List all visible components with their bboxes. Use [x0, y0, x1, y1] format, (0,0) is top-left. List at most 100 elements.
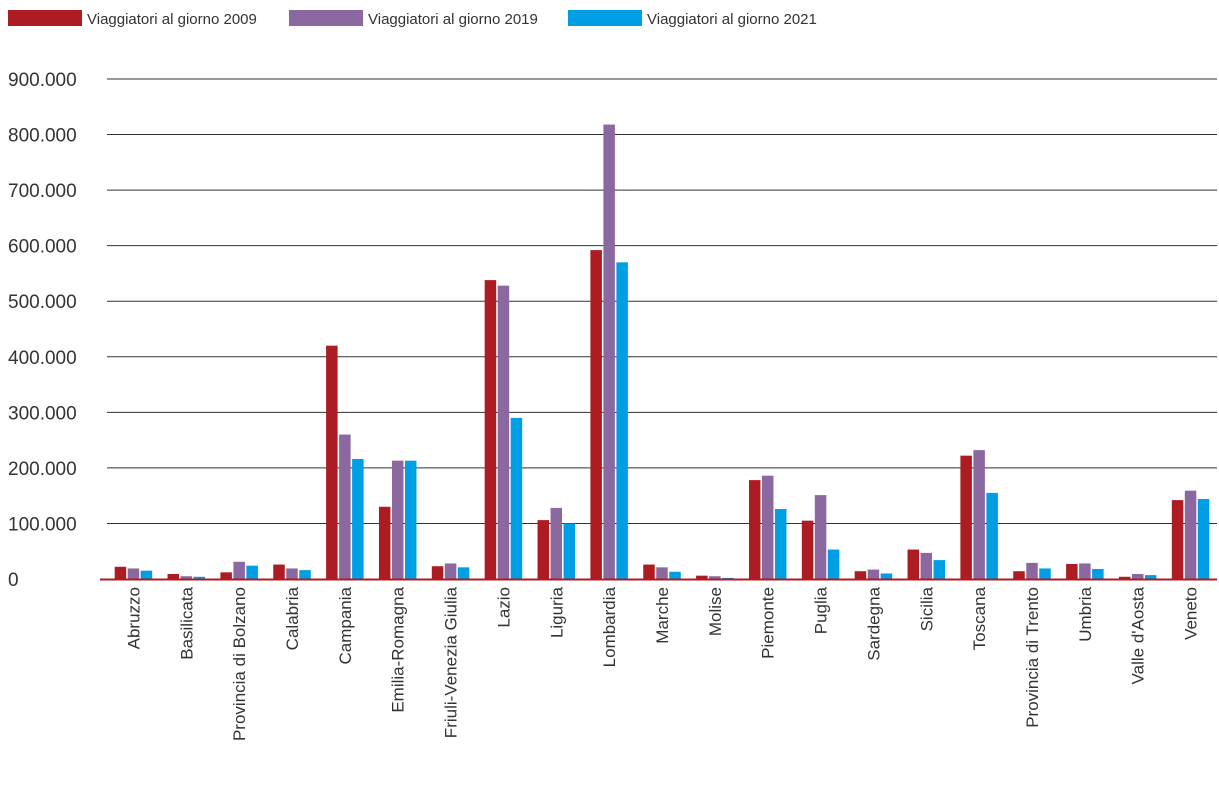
bar-provincia-di-bolzano-3 [246, 566, 258, 579]
x-tick-label: Molise [706, 587, 725, 636]
bar-lombardia-1 [590, 250, 602, 579]
bar-friuli-venezia-giulia-3 [458, 567, 470, 579]
bar-marche-3 [669, 572, 681, 579]
bar-provincia-di-bolzano-1 [220, 572, 232, 579]
y-axis-tick-labels: 0 100.000 200.000 300.000 400.000 500.000 600.… [8, 70, 77, 591]
bar-emilia-romagna-1 [379, 507, 391, 579]
bar-liguria-3 [564, 523, 576, 579]
bar-piemonte-1 [749, 480, 761, 579]
bar-toscana-2 [973, 450, 985, 579]
x-tick-label: Provincia di Trento [1023, 587, 1042, 728]
x-tick-label: Toscana [970, 586, 989, 650]
x-tick-label: Puglia [812, 586, 831, 634]
x-tick-label: Provincia di Bolzano [230, 587, 249, 741]
bar-puglia-2 [815, 495, 827, 579]
x-tick-label: Emilia-Romagna [389, 586, 408, 712]
x-tick-label: Abruzzo [124, 587, 143, 649]
bar-valle-d-aosta-3 [1145, 575, 1157, 579]
x-tick-label: Marche [653, 587, 672, 644]
bar-lombardia-2 [603, 125, 615, 579]
y-tick-label: 300.000 [8, 403, 77, 424]
bars [115, 125, 1210, 579]
bar-sardegna-3 [881, 573, 893, 579]
bar-lombardia-3 [616, 262, 628, 579]
bar-veneto-3 [1198, 499, 1210, 579]
bar-provincia-di-trento-3 [1039, 568, 1051, 579]
y-tick-label: 700.000 [8, 181, 77, 202]
bar-piemonte-3 [775, 509, 787, 579]
x-tick-label: Piemonte [759, 587, 778, 659]
y-tick-label: 600.000 [8, 237, 77, 258]
x-tick-label: Sardegna [864, 586, 883, 660]
bar-lazio-2 [498, 286, 510, 579]
bar-piemonte-2 [762, 476, 774, 579]
bar-umbria-2 [1079, 563, 1091, 579]
x-tick-label: Friuli-Venezia Giulia [442, 586, 461, 738]
bar-sicilia-1 [908, 550, 920, 579]
bar-veneto-1 [1172, 500, 1184, 579]
x-tick-label: Calabria [283, 586, 302, 650]
y-tick-label: 500.000 [8, 292, 77, 313]
x-tick-label: Veneto [1182, 587, 1201, 640]
bar-veneto-2 [1185, 491, 1197, 579]
bar-sicilia-3 [934, 560, 946, 579]
bar-emilia-romagna-2 [392, 461, 404, 579]
x-tick-label: Valle d'Aosta [1129, 586, 1148, 684]
bar-lazio-1 [485, 280, 497, 579]
bar-liguria-2 [551, 508, 563, 579]
gridlines [107, 79, 1217, 523]
y-tick-label: 0 [8, 570, 19, 591]
bar-umbria-1 [1066, 564, 1078, 579]
bar-sardegna-2 [868, 570, 880, 579]
legend-swatch-2 [289, 10, 363, 26]
bar-abruzzo-3 [141, 571, 153, 579]
y-tick-label: 800.000 [8, 126, 77, 147]
legend-swatch-3 [568, 10, 642, 26]
bar-calabria-1 [273, 565, 285, 579]
x-tick-label: Lazio [494, 587, 513, 628]
x-tick-label: Campania [336, 586, 355, 664]
x-axis-category-labels: Abruzzo Basilicata Provincia di Bolzano Cal… [124, 586, 1200, 741]
bar-emilia-romagna-3 [405, 461, 417, 579]
bar-campania-3 [352, 459, 364, 579]
bar-campania-2 [339, 435, 351, 579]
bar-friuli-venezia-giulia-1 [432, 566, 444, 579]
legend-label-3: Viaggiatori al giorno 2021 [647, 11, 817, 28]
y-tick-label: 200.000 [8, 459, 77, 480]
bar-campania-1 [326, 346, 338, 579]
bar-lazio-3 [511, 418, 523, 579]
x-tick-label: Liguria [547, 586, 566, 638]
legend-swatch-1 [8, 10, 82, 26]
y-tick-label: 900.000 [8, 70, 77, 91]
legend-label-2: Viaggiatori al giorno 2019 [368, 11, 538, 28]
legend: Viaggiatori al giorno 2009 Viaggiatori al… [8, 10, 817, 28]
bar-liguria-1 [538, 520, 550, 579]
bar-sicilia-2 [921, 553, 933, 579]
bar-valle-d-aosta-2 [1132, 574, 1144, 579]
bar-marche-2 [656, 567, 668, 579]
bar-friuli-venezia-giulia-2 [445, 563, 457, 579]
x-tick-label: Basilicata [177, 586, 196, 659]
bar-calabria-3 [299, 570, 311, 579]
bar-toscana-3 [986, 493, 998, 579]
bar-basilicata-1 [168, 574, 180, 579]
bar-abruzzo-1 [115, 567, 127, 579]
bar-provincia-di-trento-2 [1026, 563, 1038, 579]
bar-puglia-3 [828, 550, 840, 579]
bar-abruzzo-2 [128, 568, 140, 579]
y-tick-label: 400.000 [8, 348, 77, 369]
bar-marche-1 [643, 565, 655, 579]
bar-sardegna-1 [855, 571, 867, 579]
bar-puglia-1 [802, 521, 814, 579]
legend-label-1: Viaggiatori al giorno 2009 [87, 11, 257, 28]
x-tick-label: Sicilia [917, 586, 936, 631]
bar-provincia-di-bolzano-2 [233, 562, 245, 579]
bar-calabria-2 [286, 568, 298, 579]
x-tick-label: Lombardia [600, 586, 619, 667]
bar-toscana-1 [960, 456, 972, 579]
y-tick-label: 100.000 [8, 514, 77, 535]
bar-provincia-di-trento-1 [1013, 571, 1025, 579]
bar-umbria-3 [1092, 569, 1104, 579]
x-tick-label: Umbria [1076, 586, 1095, 641]
